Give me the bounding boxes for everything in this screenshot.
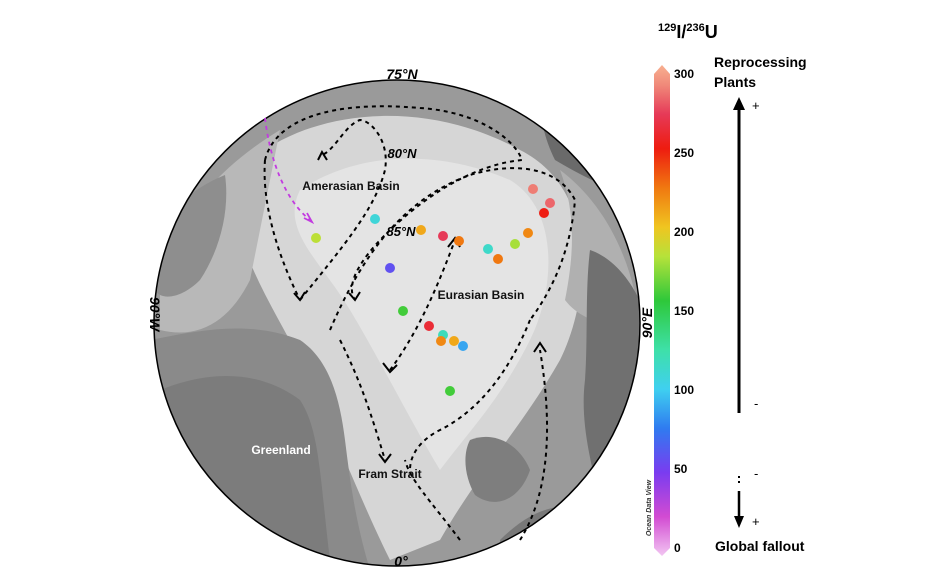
canada-land <box>155 175 227 297</box>
global-fallout-label: Global fallout <box>715 538 805 554</box>
arrowheads <box>293 149 547 464</box>
colorbar-tick-label: 100 <box>674 383 694 397</box>
arrowhead <box>533 341 547 353</box>
colorbar: 300 250 200 150 100 50 0 Ocean Data View <box>646 65 694 556</box>
colorbar-tick-label: 300 <box>674 67 694 81</box>
lon-label-90e: 90°E <box>639 307 655 338</box>
colorbar-title-sup2: 236 <box>686 22 704 34</box>
fram-strait-label: Fram Strait <box>358 467 421 481</box>
colorbar-gradient <box>654 65 670 556</box>
reprocessing-plus: + <box>752 98 760 113</box>
fallout-legend: - + Global fallout <box>715 466 805 554</box>
station-marker <box>449 336 459 346</box>
colorbar-watermark: Ocean Data View <box>646 479 653 536</box>
colorbar-tick-label: 200 <box>674 225 694 239</box>
polar-map <box>154 80 640 566</box>
station-marker <box>545 198 555 208</box>
station-marker <box>311 233 321 243</box>
station-marker <box>424 321 434 331</box>
barents-inflow-path <box>519 349 549 541</box>
station-marker <box>510 239 520 249</box>
colorbar-tick-label: 50 <box>674 462 688 476</box>
station-marker <box>528 184 538 194</box>
lomonosov-path <box>329 167 577 331</box>
atlantic-inflow-path <box>404 459 461 541</box>
colorbar-ticks: 300 250 200 150 100 50 0 <box>674 67 694 555</box>
reprocessing-label-line1: Reprocessing <box>714 54 807 70</box>
arrowhead <box>382 362 398 374</box>
station-marker <box>416 225 426 235</box>
reprocessing-label-line2: Plants <box>714 74 756 90</box>
lon-label-0: 0° <box>394 553 408 569</box>
arrowhead <box>317 149 328 161</box>
map-boundary <box>153 79 641 567</box>
station-marker <box>539 208 549 218</box>
colorbar-title-main2: U <box>705 22 718 42</box>
colorbar-title: 129I/236U <box>658 22 718 42</box>
arrowhead <box>378 453 392 464</box>
arrowhead-purple <box>303 212 315 225</box>
station-marker <box>436 336 446 346</box>
station-marker <box>458 341 468 351</box>
reprocessing-minus: - <box>754 396 758 411</box>
circulation-arrows <box>263 105 577 541</box>
beaufort-gyre-path <box>263 159 301 301</box>
greenland-label: Greenland <box>251 443 310 457</box>
reprocessing-legend: Reprocessing Plants + - <box>714 54 807 413</box>
ocean-abyssal <box>294 158 549 471</box>
station-marker <box>493 254 503 264</box>
station-marker <box>483 244 493 254</box>
colorbar-tick-label: 150 <box>674 304 694 318</box>
arrowhead <box>293 291 306 302</box>
colorbar-title-main1: I/ <box>676 22 686 42</box>
colorbar-tick-label: 0 <box>674 541 681 555</box>
station-marker <box>445 386 455 396</box>
lat-label-85: 85°N <box>386 224 416 239</box>
station-marker <box>398 306 408 316</box>
station-marker <box>385 263 395 273</box>
eurasian-interior-path <box>389 239 456 371</box>
fallout-arrowhead <box>734 516 744 528</box>
arrowhead <box>348 291 361 302</box>
svalbard-land <box>465 436 530 502</box>
lon-label-90w: 90°W <box>147 297 163 333</box>
station-marker <box>523 228 533 238</box>
lat-label-80: 80°N <box>387 146 417 161</box>
eurasian-margin-path <box>409 319 531 471</box>
fallout-plus: + <box>752 514 760 529</box>
stations <box>311 184 555 396</box>
reprocessing-arrowhead <box>733 97 745 110</box>
eurasian-basin-label: Eurasian Basin <box>438 288 525 302</box>
lat-label-75: 75°N <box>386 66 418 82</box>
station-marker <box>370 214 380 224</box>
colorbar-title-sup1: 129 <box>658 22 676 34</box>
russia-land <box>583 250 640 500</box>
station-marker <box>454 236 464 246</box>
colorbar-tick-label: 250 <box>674 146 694 160</box>
fallout-minus: - <box>754 466 758 481</box>
station-marker <box>438 231 448 241</box>
amerasian-basin-label: Amerasian Basin <box>302 179 399 193</box>
